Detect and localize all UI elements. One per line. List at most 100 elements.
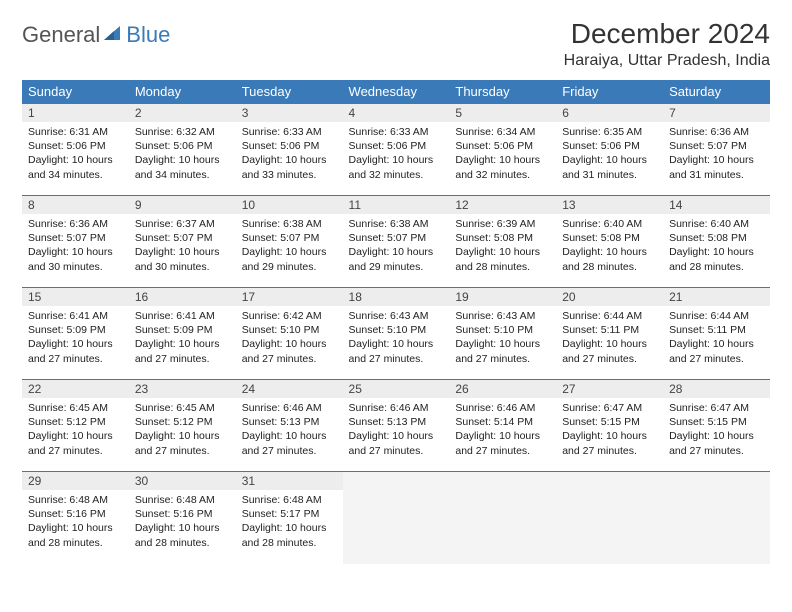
day-number: 6: [556, 104, 663, 122]
day-number: 8: [22, 196, 129, 214]
day-details: Sunrise: 6:40 AMSunset: 5:08 PMDaylight:…: [663, 214, 770, 278]
calendar-week-row: 29Sunrise: 6:48 AMSunset: 5:16 PMDayligh…: [22, 472, 770, 564]
calendar-day-cell: 26Sunrise: 6:46 AMSunset: 5:14 PMDayligh…: [449, 380, 556, 472]
daylight-line: Daylight: 10 hours and 28 minutes.: [669, 245, 764, 273]
day-details: Sunrise: 6:40 AMSunset: 5:08 PMDaylight:…: [556, 214, 663, 278]
day-number: 3: [236, 104, 343, 122]
sunrise-line: Sunrise: 6:48 AM: [135, 493, 230, 507]
calendar-day-cell: [449, 472, 556, 564]
day-number: 29: [22, 472, 129, 490]
day-details: Sunrise: 6:33 AMSunset: 5:06 PMDaylight:…: [343, 122, 450, 186]
daylight-line: Daylight: 10 hours and 27 minutes.: [455, 337, 550, 365]
sunset-line: Sunset: 5:08 PM: [669, 231, 764, 245]
day-details: Sunrise: 6:38 AMSunset: 5:07 PMDaylight:…: [236, 214, 343, 278]
daylight-line: Daylight: 10 hours and 29 minutes.: [349, 245, 444, 273]
calendar-day-cell: 31Sunrise: 6:48 AMSunset: 5:17 PMDayligh…: [236, 472, 343, 564]
sunset-line: Sunset: 5:15 PM: [669, 415, 764, 429]
sunset-line: Sunset: 5:16 PM: [28, 507, 123, 521]
sunrise-line: Sunrise: 6:45 AM: [135, 401, 230, 415]
calendar-week-row: 22Sunrise: 6:45 AMSunset: 5:12 PMDayligh…: [22, 380, 770, 472]
day-details: Sunrise: 6:48 AMSunset: 5:16 PMDaylight:…: [22, 490, 129, 554]
calendar-day-cell: 20Sunrise: 6:44 AMSunset: 5:11 PMDayligh…: [556, 288, 663, 380]
calendar-day-cell: 23Sunrise: 6:45 AMSunset: 5:12 PMDayligh…: [129, 380, 236, 472]
daylight-line: Daylight: 10 hours and 31 minutes.: [562, 153, 657, 181]
calendar-day-cell: 27 Sunrise: 6:47 AMSunset: 5:15 PMDayligh…: [556, 380, 663, 472]
location-text: Haraiya, Uttar Pradesh, India: [564, 52, 770, 70]
daylight-line: Daylight: 10 hours and 27 minutes.: [242, 337, 337, 365]
sunset-line: Sunset: 5:10 PM: [455, 323, 550, 337]
sunset-line: Sunset: 5:12 PM: [28, 415, 123, 429]
day-details: Sunrise: 6:38 AMSunset: 5:07 PMDaylight:…: [343, 214, 450, 278]
daylight-line: Daylight: 10 hours and 32 minutes.: [349, 153, 444, 181]
day-details: Sunrise: 6:37 AMSunset: 5:07 PMDaylight:…: [129, 214, 236, 278]
day-details: Sunrise: 6:47 AMSunset: 5:15 PMDaylight:…: [663, 398, 770, 462]
calendar-week-row: 15Sunrise: 6:41 AMSunset: 5:09 PMDayligh…: [22, 288, 770, 380]
sunset-line: Sunset: 5:09 PM: [135, 323, 230, 337]
day-number: 2: [129, 104, 236, 122]
sunrise-line: Sunrise: 6:40 AM: [562, 217, 657, 231]
calendar-day-cell: 19Sunrise: 6:43 AMSunset: 5:10 PMDayligh…: [449, 288, 556, 380]
daylight-line: Daylight: 10 hours and 27 minutes.: [669, 337, 764, 365]
day-number: 13: [556, 196, 663, 214]
calendar-day-cell: 3Sunrise: 6:33 AMSunset: 5:06 PMDaylight…: [236, 104, 343, 196]
sunrise-line: Sunrise: 6:33 AM: [349, 125, 444, 139]
daylight-line: Daylight: 10 hours and 27 minutes.: [669, 429, 764, 457]
calendar-day-cell: 29Sunrise: 6:48 AMSunset: 5:16 PMDayligh…: [22, 472, 129, 564]
sunrise-line: Sunrise: 6:40 AM: [669, 217, 764, 231]
sunrise-line: Sunrise: 6:47 AM: [562, 401, 657, 415]
day-details: Sunrise: 6:32 AMSunset: 5:06 PMDaylight:…: [129, 122, 236, 186]
sunrise-line: Sunrise: 6:38 AM: [242, 217, 337, 231]
calendar-day-cell: [343, 472, 450, 564]
day-number: 22: [22, 380, 129, 398]
sunrise-line: Sunrise: 6:44 AM: [562, 309, 657, 323]
day-number: 27: [556, 380, 663, 398]
sunset-line: Sunset: 5:06 PM: [562, 139, 657, 153]
day-number: 26: [449, 380, 556, 398]
calendar-day-cell: 10Sunrise: 6:38 AMSunset: 5:07 PMDayligh…: [236, 196, 343, 288]
day-number: 20: [556, 288, 663, 306]
sunset-line: Sunset: 5:10 PM: [242, 323, 337, 337]
weekday-header: Thursday: [449, 80, 556, 104]
day-number: 28: [663, 380, 770, 398]
sunset-line: Sunset: 5:15 PM: [562, 415, 657, 429]
calendar-day-cell: 1Sunrise: 6:31 AMSunset: 5:06 PMDaylight…: [22, 104, 129, 196]
daylight-line: Daylight: 10 hours and 27 minutes.: [135, 337, 230, 365]
sunset-line: Sunset: 5:17 PM: [242, 507, 337, 521]
calendar-day-cell: 8Sunrise: 6:36 AMSunset: 5:07 PMDaylight…: [22, 196, 129, 288]
day-number: 30: [129, 472, 236, 490]
day-number: 9: [129, 196, 236, 214]
daylight-line: Daylight: 10 hours and 27 minutes.: [562, 429, 657, 457]
sunset-line: Sunset: 5:06 PM: [28, 139, 123, 153]
sunset-line: Sunset: 5:12 PM: [135, 415, 230, 429]
day-details: Sunrise: 6:48 AMSunset: 5:17 PMDaylight:…: [236, 490, 343, 554]
weekday-header: Tuesday: [236, 80, 343, 104]
calendar-day-cell: 5Sunrise: 6:34 AMSunset: 5:06 PMDaylight…: [449, 104, 556, 196]
day-number: 24: [236, 380, 343, 398]
sunset-line: Sunset: 5:14 PM: [455, 415, 550, 429]
sunrise-line: Sunrise: 6:36 AM: [669, 125, 764, 139]
sunset-line: Sunset: 5:10 PM: [349, 323, 444, 337]
daylight-line: Daylight: 10 hours and 27 minutes.: [349, 429, 444, 457]
sunrise-line: Sunrise: 6:41 AM: [28, 309, 123, 323]
weekday-header: Friday: [556, 80, 663, 104]
logo-text-general: General: [22, 22, 100, 48]
day-number: 5: [449, 104, 556, 122]
sunrise-line: Sunrise: 6:47 AM: [669, 401, 764, 415]
day-details: Sunrise: 6:46 AMSunset: 5:14 PMDaylight:…: [449, 398, 556, 462]
day-number: 11: [343, 196, 450, 214]
day-number: 25: [343, 380, 450, 398]
calendar-day-cell: 4Sunrise: 6:33 AMSunset: 5:06 PMDaylight…: [343, 104, 450, 196]
day-details: Sunrise: 6:35 AMSunset: 5:06 PMDaylight:…: [556, 122, 663, 186]
calendar-day-cell: 28Sunrise: 6:47 AMSunset: 5:15 PMDayligh…: [663, 380, 770, 472]
daylight-line: Daylight: 10 hours and 28 minutes.: [562, 245, 657, 273]
calendar-day-cell: 24Sunrise: 6:46 AMSunset: 5:13 PMDayligh…: [236, 380, 343, 472]
day-details: Sunrise: 6:44 AMSunset: 5:11 PMDaylight:…: [556, 306, 663, 370]
day-details: Sunrise: 6:31 AMSunset: 5:06 PMDaylight:…: [22, 122, 129, 186]
sunrise-line: Sunrise: 6:41 AM: [135, 309, 230, 323]
weekday-header: Sunday: [22, 80, 129, 104]
day-details: Sunrise: 6:33 AMSunset: 5:06 PMDaylight:…: [236, 122, 343, 186]
day-details: Sunrise: 6:36 AMSunset: 5:07 PMDaylight:…: [22, 214, 129, 278]
sunrise-line: Sunrise: 6:31 AM: [28, 125, 123, 139]
sunrise-line: Sunrise: 6:33 AM: [242, 125, 337, 139]
calendar-day-cell: 2Sunrise: 6:32 AMSunset: 5:06 PMDaylight…: [129, 104, 236, 196]
